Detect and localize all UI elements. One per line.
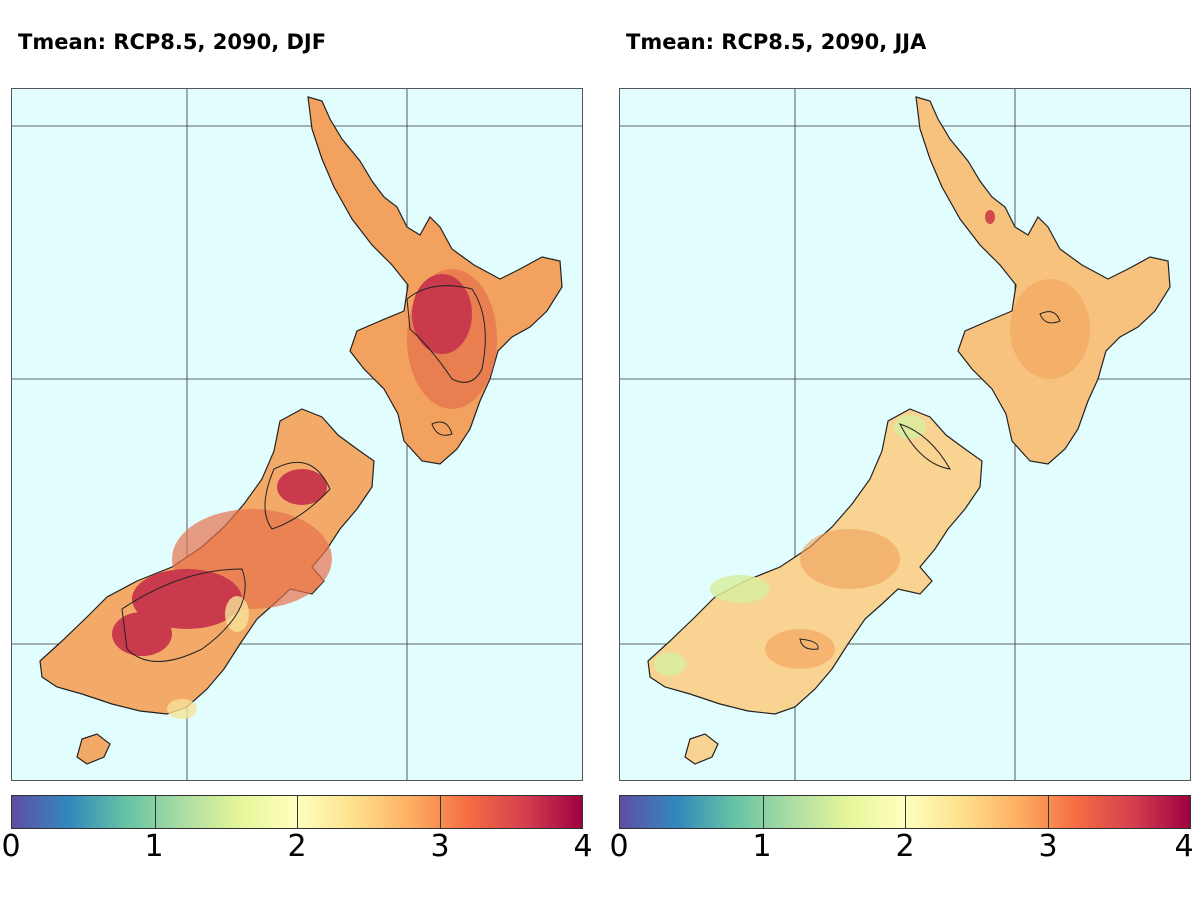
map-jja-svg (620, 89, 1190, 780)
contour-lines (121, 285, 486, 662)
colorbar-left-tick-1: 1 (144, 829, 164, 864)
warm-zones (765, 279, 1090, 669)
colorbar-left-tick-4: 4 (573, 829, 593, 864)
colorbar-left-tick-3: 3 (430, 829, 450, 864)
map-djf (11, 88, 583, 781)
colorbar-division (1047, 796, 1049, 828)
colorbar-right-tick-2: 2 (895, 829, 915, 864)
contour-lines (799, 311, 1061, 650)
colorbar-left (11, 795, 583, 829)
colorbar-right-tick-3: 3 (1038, 829, 1058, 864)
stewart-island (76, 733, 111, 765)
map-jja (619, 88, 1191, 781)
colorbar-division (297, 796, 298, 828)
colorbar-left-tick-2: 2 (287, 829, 307, 864)
colorbar-division (154, 796, 156, 828)
colorbar-right-tick-0: 0 (609, 829, 629, 864)
cool-zones (654, 415, 926, 676)
colorbar-division (439, 796, 441, 828)
panel-title-jja: Tmean: RCP8.5, 2090, JJA (626, 30, 927, 54)
stewart-island (684, 733, 719, 765)
warming-hotspots (112, 274, 472, 656)
colorbar-right (619, 795, 1191, 829)
panel-title-djf: Tmean: RCP8.5, 2090, DJF (18, 30, 327, 54)
map-djf-svg (12, 89, 582, 780)
colorbar-right-tick-4: 4 (1174, 829, 1194, 864)
colorbar-right-tick-1: 1 (752, 829, 772, 864)
warming-hotspots (985, 210, 995, 224)
colorbar-division (762, 796, 764, 828)
colorbar-division (905, 796, 906, 828)
colorbar-left-tick-0: 0 (1, 829, 21, 864)
